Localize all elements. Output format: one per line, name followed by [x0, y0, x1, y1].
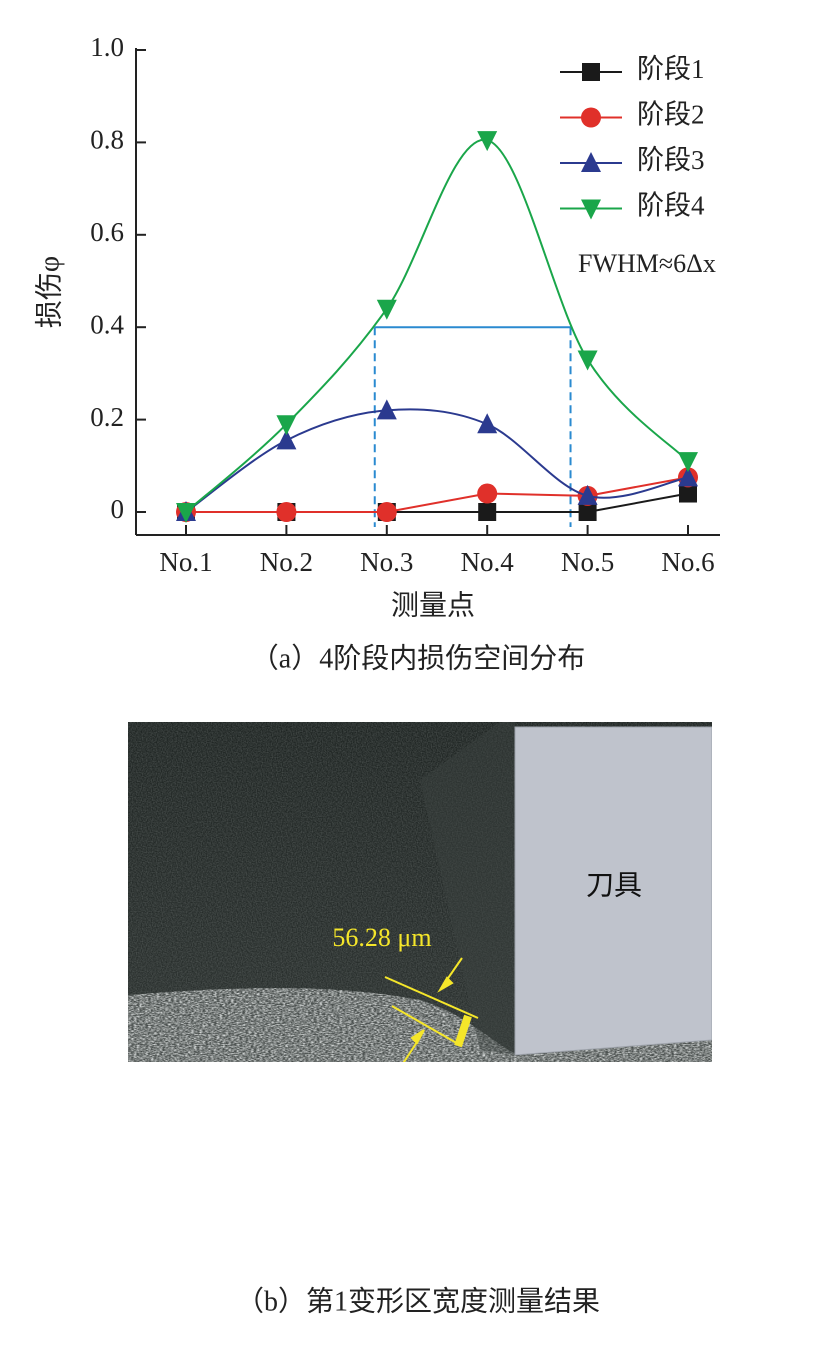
- x-tick-label: No.4: [461, 547, 515, 577]
- caption: （a）4阶段内损伤空间分布: [251, 642, 585, 674]
- y-tick-label: 0.6: [90, 217, 124, 247]
- marker: [276, 415, 297, 436]
- marker: [276, 429, 297, 450]
- legend-label: 阶段3: [637, 145, 705, 175]
- tool: [514, 726, 712, 1056]
- y-tick-label: 0.8: [90, 125, 124, 155]
- workpiece-region: [128, 988, 712, 1062]
- marker: [477, 413, 498, 434]
- workpiece-shade: [128, 988, 712, 1062]
- marker: [578, 503, 597, 521]
- x-tick-label: No.5: [561, 547, 614, 577]
- marker: [679, 484, 697, 503]
- legend-label: 阶段4: [637, 191, 705, 221]
- marker: [276, 502, 297, 522]
- x-tick-label: No.3: [360, 547, 413, 577]
- shear-zone: [420, 722, 515, 1055]
- y-tick-label: 0.4: [90, 309, 124, 339]
- series-line: [185, 408, 689, 513]
- workpiece-label: 工件: [184, 1191, 240, 1223]
- marker: [581, 107, 601, 128]
- x-axis-label: 测量点: [391, 590, 475, 621]
- annotation: FWHM≈6Δx: [578, 249, 716, 278]
- chart: 0 0.2 0.4 0.6 0.8 1.0 No.1 No.2 No.3 No.4 No.5 No.6…: [33, 32, 720, 621]
- x-tick-label: No.2: [260, 547, 313, 577]
- y-tick-label: 0.2: [90, 402, 124, 432]
- marker: [577, 484, 598, 505]
- legend-label: 阶段1: [637, 54, 705, 84]
- marker: [582, 63, 600, 81]
- marker: [478, 503, 497, 521]
- caption: （b）第1变形区宽度测量结果: [236, 1285, 600, 1317]
- marker: [376, 399, 397, 420]
- marker: [477, 483, 498, 504]
- marker: [477, 131, 498, 152]
- scale-bar: [536, 1210, 670, 1221]
- y-axis-label: 损伤φ: [33, 256, 65, 328]
- marker: [678, 466, 698, 487]
- x-tick-label: No.1: [159, 547, 212, 577]
- micrograph: 刀具 56.28 μm 200 μm 工件: [128, 722, 712, 1223]
- width-measure: [384, 957, 479, 1062]
- x-tick-label: No.6: [661, 547, 714, 577]
- tool-label: 刀具: [586, 870, 642, 901]
- marker: [376, 299, 397, 320]
- scale-label: 200 μm: [563, 1171, 643, 1200]
- marker: [678, 452, 698, 473]
- y-tick-label: 0: [111, 494, 125, 524]
- marker: [581, 152, 601, 172]
- legend-label: 阶段2: [637, 100, 705, 130]
- marker: [577, 350, 598, 371]
- marker: [581, 199, 601, 220]
- width-label: 56.28 μm: [332, 923, 431, 952]
- marker: [376, 502, 397, 522]
- y-tick-label: 1.0: [90, 32, 124, 62]
- marker: [176, 503, 196, 523]
- series-line: [186, 476, 689, 513]
